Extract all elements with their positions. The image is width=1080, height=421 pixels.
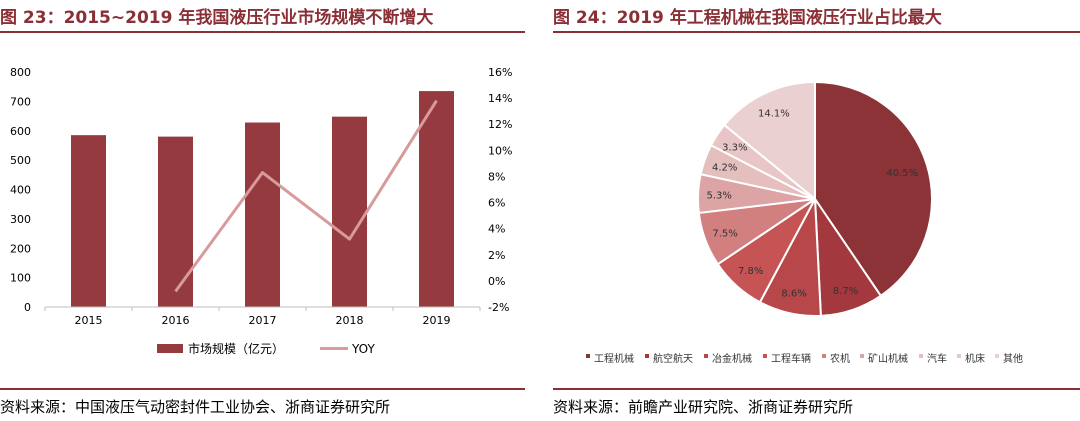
right-axis-tick-label: 10% (488, 144, 512, 157)
figure-24-title: 图 24：2019 年工程机械在我国液压行业占比最大 (553, 8, 942, 27)
pie-slice-1 (814, 80, 933, 298)
figure-24-source: 资料来源：前瞻产业研究院、浙商证券研究所 (553, 398, 854, 416)
right-axis-tick-label: 6% (488, 197, 505, 210)
pie-data-label: 8.7% (833, 286, 858, 297)
pie-data-label: 7.5% (712, 228, 737, 239)
title-rule (0, 31, 525, 33)
pie-slice-9 (722, 80, 816, 202)
legend-label: 汽车 (927, 352, 947, 365)
title-rule (553, 31, 1080, 33)
legend-swatch-market-size (157, 344, 183, 353)
industry-share-chart: 40.5% 8.7% 8.6% 7.8% 7.5% 5.3% 4.2% 3.3% 14.1% 工程… (586, 80, 1023, 365)
figure-23-panel: 图 23：2015~2019 年我国液压行业市场规模不断增大 0 100 200 30… (0, 0, 525, 421)
legend-label-market-size: 市场规模（亿元） (188, 341, 284, 356)
pie-data-label: 7.8% (738, 266, 763, 277)
legend-swatch (919, 354, 923, 358)
pie-data-label: 14.1% (758, 108, 790, 119)
left-axis-tick-label: 100 (10, 272, 31, 285)
left-axis-tick-label: 0 (24, 301, 31, 314)
x-axis-tick-label: 2017 (249, 314, 277, 327)
right-axis-tick-label: 14% (488, 92, 512, 105)
legend-swatch (860, 354, 864, 358)
pie-data-label: 8.6% (781, 289, 806, 300)
bar-2016 (158, 136, 193, 307)
pie-legend: 工程机械 航空航天 冶金机械 工程车辆 农机 矿山机械 汽车 机床 其他 (586, 352, 1023, 365)
legend-label-yoy: YOY (351, 342, 375, 356)
bar-2015 (71, 135, 106, 307)
yoy-line (174, 99, 438, 293)
legend-swatch (586, 354, 590, 358)
right-axis-tick-label: 4% (488, 223, 505, 236)
legend-label: 航空航天 (653, 352, 693, 365)
right-axis-tick-label: -2% (488, 301, 509, 314)
legend-swatch (822, 354, 826, 358)
legend-label: 工程机械 (594, 352, 634, 365)
legend-swatch (763, 354, 767, 358)
pie-data-label: 3.3% (722, 142, 747, 153)
source-rule (553, 388, 1080, 390)
source-rule (0, 388, 525, 390)
figure-24-panel: 图 24：2019 年工程机械在我国液压行业占比最大 40.5% 8.7% 8.6%… (553, 0, 1080, 421)
legend-label: 农机 (830, 352, 850, 365)
legend-swatch (704, 354, 708, 358)
x-axis-tick-label: 2016 (162, 314, 190, 327)
pie-data-label: 40.5% (886, 168, 918, 179)
x-axis-tick-label: 2018 (336, 314, 364, 327)
legend-swatch (957, 354, 961, 358)
pie-data-label: 5.3% (706, 190, 731, 201)
figure-23-title: 图 23：2015~2019 年我国液压行业市场规模不断增大 (0, 8, 434, 27)
left-axis-tick-label: 500 (10, 154, 31, 167)
left-axis-tick-label: 800 (10, 66, 31, 79)
figure-23-source: 资料来源：中国液压气动密封件工业协会、浙商证券研究所 (0, 398, 391, 416)
right-axis-tick-label: 12% (488, 118, 512, 131)
legend-swatch (995, 354, 999, 358)
left-axis-tick-label: 600 (10, 125, 31, 138)
market-size-chart: 0 100 200 300 400 500 600 700 800 -2% 0% 2% 4% 6% 8% 10… (10, 66, 512, 356)
right-axis-tick-label: 16% (488, 66, 512, 79)
legend-label: 矿山机械 (868, 352, 908, 365)
left-axis-tick-label: 300 (10, 213, 31, 226)
legend-label: 机床 (965, 352, 985, 365)
bar-2018 (332, 116, 367, 308)
right-axis-tick-label: 0% (488, 275, 505, 288)
pie-data-label: 4.2% (712, 163, 737, 174)
bar-2019 (419, 91, 454, 307)
legend-swatch (645, 354, 649, 358)
legend-label: 其他 (1003, 352, 1023, 365)
legend-label: 工程车辆 (771, 352, 811, 365)
left-axis-tick-label: 200 (10, 242, 31, 255)
bar-2017 (245, 122, 280, 308)
x-axis-tick-label: 2019 (423, 314, 451, 327)
right-axis-tick-label: 2% (488, 249, 505, 262)
x-axis-tick-label: 2015 (75, 314, 103, 327)
chart-legend: 市场规模（亿元） YOY (157, 341, 375, 356)
left-axis-tick-label: 700 (10, 95, 31, 108)
left-axis-tick-label: 400 (10, 184, 31, 197)
right-axis-tick-label: 8% (488, 170, 505, 183)
legend-label: 冶金机械 (712, 352, 752, 365)
